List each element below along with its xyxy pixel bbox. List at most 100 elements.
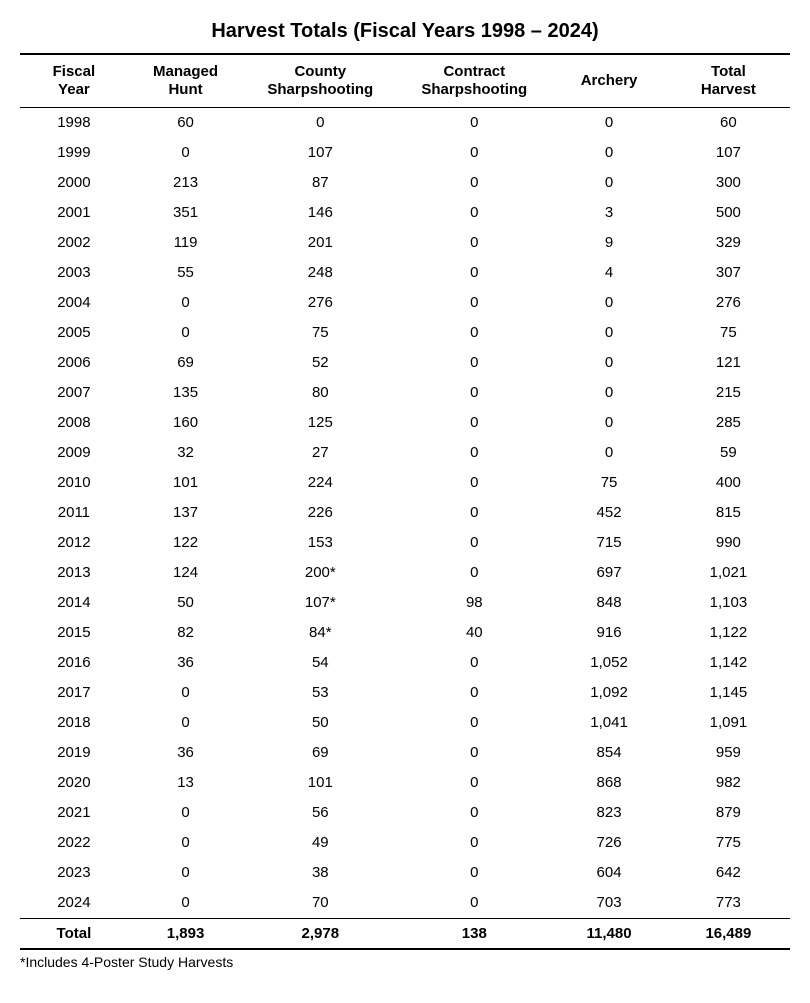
table-cell: 0 [397,138,551,168]
table-cell: 36 [128,648,244,678]
column-header: ManagedHunt [128,54,244,108]
table-cell: 52 [243,348,397,378]
table-row: 20230380604642 [20,858,790,888]
table-row: 20002138700300 [20,168,790,198]
table-cell: 2011 [20,498,128,528]
table-header-row: FiscalYearManagedHuntCountySharpshooting… [20,54,790,108]
table-cell: 0 [397,198,551,228]
table-cell: 879 [667,798,790,828]
table-cell: 2017 [20,678,128,708]
table-row: 20121221530715990 [20,528,790,558]
table-cell: 9 [551,228,667,258]
table-row: 2006695200121 [20,348,790,378]
table-cell: 959 [667,738,790,768]
table-cell: 2006 [20,348,128,378]
table-cell: 703 [551,888,667,919]
table-cell: 98 [397,588,551,618]
column-header: TotalHarvest [667,54,790,108]
table-cell: 0 [551,318,667,348]
table-cell: 50 [128,588,244,618]
table-cell: 0 [397,858,551,888]
table-cell: 0 [551,378,667,408]
table-cell: 0 [128,288,244,318]
table-cell: 1999 [20,138,128,168]
table-cell: 1,142 [667,648,790,678]
table-cell: 0 [551,408,667,438]
table-row: 2016365401,0521,142 [20,648,790,678]
total-cell: 16,489 [667,919,790,950]
table-cell: 1,122 [667,618,790,648]
table-cell: 0 [128,828,244,858]
table-cell: 226 [243,498,397,528]
table-cell: 0 [243,108,397,139]
table-cell: 137 [128,498,244,528]
table-cell: 2019 [20,738,128,768]
table-cell: 2010 [20,468,128,498]
table-cell: 854 [551,738,667,768]
table-cell: 125 [243,408,397,438]
table-total-row: Total1,8932,97813811,48016,489 [20,919,790,950]
table-cell: 773 [667,888,790,919]
table-cell: 1,091 [667,708,790,738]
table-row: 20035524804307 [20,258,790,288]
table-cell: 0 [397,468,551,498]
column-header: ContractSharpshooting [397,54,551,108]
table-cell: 70 [243,888,397,919]
table-cell: 726 [551,828,667,858]
table-cell: 285 [667,408,790,438]
table-cell: 50 [243,708,397,738]
table-cell: 248 [243,258,397,288]
table-cell: 160 [128,408,244,438]
table-cell: 2009 [20,438,128,468]
table-cell: 2024 [20,888,128,919]
table-cell: 0 [397,258,551,288]
table-cell: 329 [667,228,790,258]
table-cell: 75 [667,318,790,348]
table-cell: 400 [667,468,790,498]
total-cell: 2,978 [243,919,397,950]
table-cell: 0 [397,678,551,708]
table-cell: 1,103 [667,588,790,618]
table-cell: 75 [243,318,397,348]
table-cell: 2018 [20,708,128,738]
table-cell: 32 [128,438,244,468]
table-cell: 990 [667,528,790,558]
total-cell: 11,480 [551,919,667,950]
table-cell: 2003 [20,258,128,288]
table-cell: 0 [397,648,551,678]
table-cell: 3 [551,198,667,228]
table-cell: 2000 [20,168,128,198]
table-row: 2020131010868982 [20,768,790,798]
table-cell: 107* [243,588,397,618]
table-cell: 0 [128,858,244,888]
table-cell: 1,021 [667,558,790,588]
table-cell: 0 [551,168,667,198]
table-cell: 27 [243,438,397,468]
table-cell: 121 [667,348,790,378]
table-cell: 55 [128,258,244,288]
table-cell: 82 [128,618,244,648]
table-cell: 0 [397,498,551,528]
total-cell: 138 [397,919,551,950]
table-cell: 60 [667,108,790,139]
table-cell: 2021 [20,798,128,828]
table-row: 200816012500285 [20,408,790,438]
table-cell: 823 [551,798,667,828]
table-cell: 0 [397,408,551,438]
table-cell: 0 [397,288,551,318]
table-row: 20158284*409161,122 [20,618,790,648]
table-cell: 38 [243,858,397,888]
table-row: 2004027600276 [20,288,790,318]
table-cell: 107 [667,138,790,168]
table-cell: 848 [551,588,667,618]
table-cell: 300 [667,168,790,198]
table-cell: 224 [243,468,397,498]
table-cell: 2023 [20,858,128,888]
table-cell: 80 [243,378,397,408]
table-cell: 2012 [20,528,128,558]
table-cell: 2013 [20,558,128,588]
table-cell: 119 [128,228,244,258]
table-cell: 0 [397,708,551,738]
table-cell: 982 [667,768,790,798]
table-cell: 452 [551,498,667,528]
